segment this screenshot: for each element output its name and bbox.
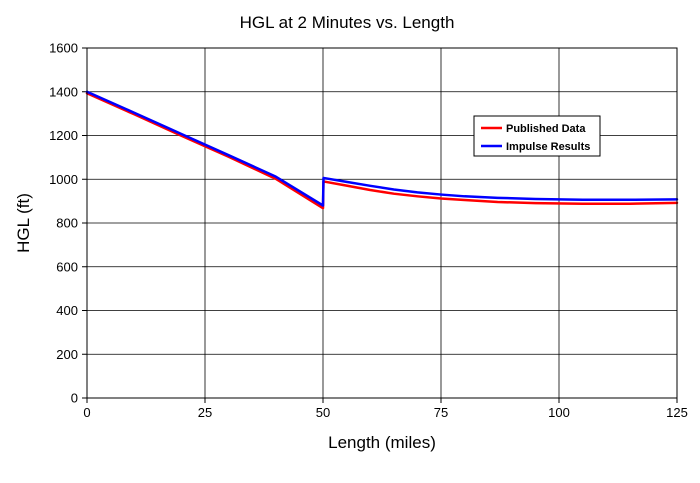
series-layer [85,90,679,210]
legend-label-impulse-results: Impulse Results [506,141,590,153]
x-tick-label: 50 [316,405,330,420]
y-tick-label: 1000 [49,172,78,187]
y-tick-label: 200 [56,347,78,362]
y-tick-label: 1600 [49,41,78,56]
x-tick-label: 75 [434,405,448,420]
legend-box [473,115,601,157]
y-tick-label: 1200 [49,128,78,143]
legend: Published Data Impulse Results [473,115,601,157]
x-tick-label: 125 [666,405,688,420]
x-axis-label: Length (miles) [328,433,436,452]
y-tick-label: 0 [71,391,78,406]
y-axis-label: HGL (ft) [14,193,33,253]
y-tick-label: 600 [56,259,78,274]
y-tick-label: 400 [56,303,78,318]
y-tick-label: 800 [56,216,78,231]
y-tick-label: 1400 [49,84,78,99]
ticks-layer: 0 200 400 600 800 1000 1200 1400 1600 0 25 50 75 100 1… [49,41,688,421]
chart-title: HGL at 2 Minutes vs. Length [240,13,455,32]
x-tick-label: 100 [548,405,570,420]
series-line-published-data [85,92,679,210]
x-tick-label: 25 [198,405,212,420]
plot-area-border [86,47,678,399]
legend-label-published-data: Published Data [506,123,586,135]
grid-layer [86,47,678,399]
series-line-impulse-results [85,90,679,207]
x-tick-label: 0 [83,405,90,420]
